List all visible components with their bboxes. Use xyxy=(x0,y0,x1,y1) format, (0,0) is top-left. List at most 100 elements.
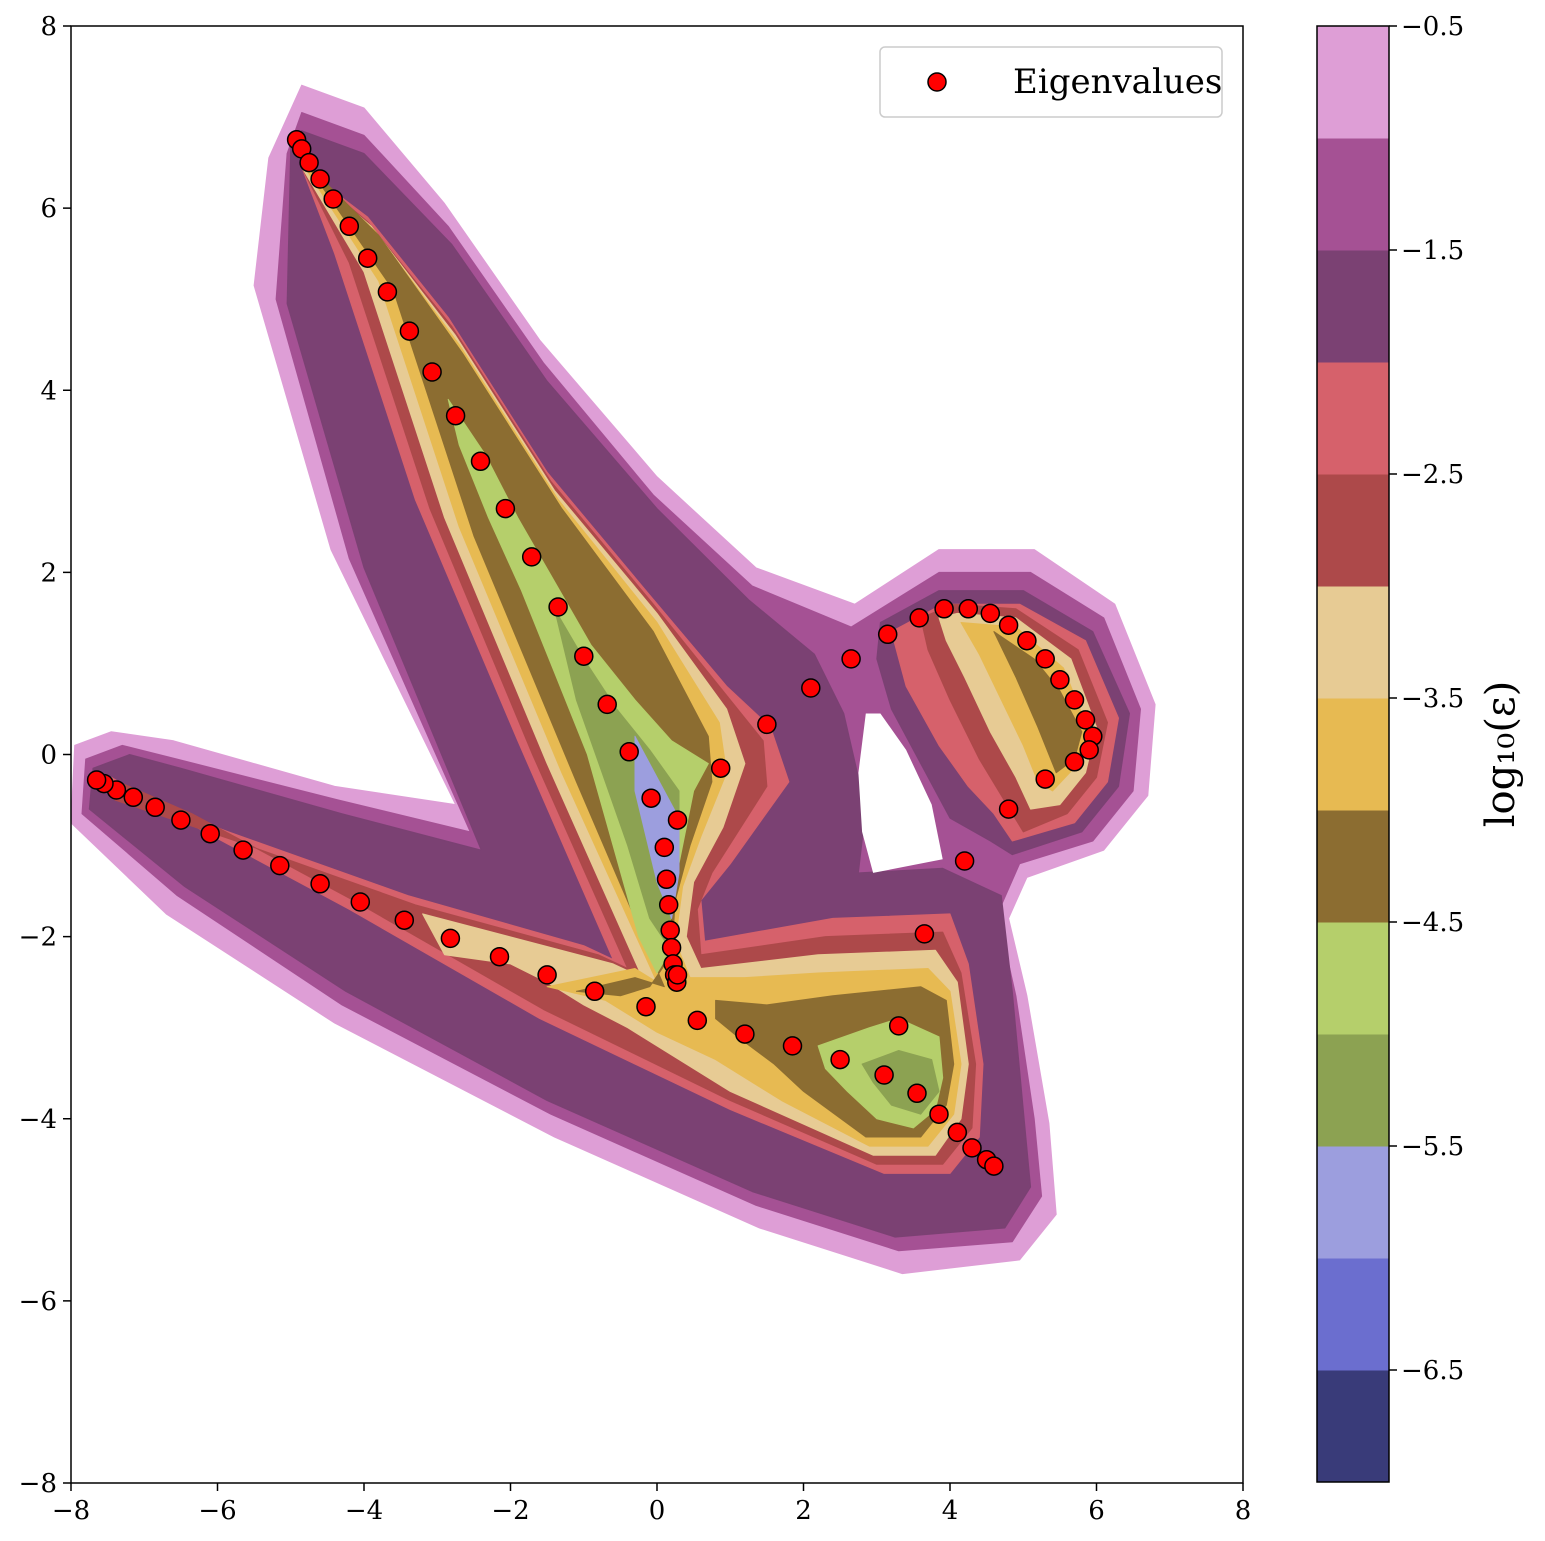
x-tick-label: −8 xyxy=(52,1496,90,1526)
eigenvalue-point xyxy=(1064,752,1085,772)
eigenvalue-point xyxy=(654,837,675,858)
eigenvalue-point xyxy=(962,1138,982,1158)
colorbar-tick-label: −2.5 xyxy=(1401,460,1464,490)
y-tick-label: 8 xyxy=(40,12,57,42)
eigenvalue-point xyxy=(86,770,107,790)
contour-bands xyxy=(71,84,1156,1275)
eigenvalue-markers xyxy=(86,130,1103,1176)
eigenvalue-point xyxy=(998,799,1019,819)
y-tick-label: −2 xyxy=(19,923,57,953)
x-tick-label: 8 xyxy=(1235,1496,1252,1526)
eigenvalue-point xyxy=(757,714,777,735)
y-tick-label: −8 xyxy=(19,1469,57,1499)
legend-frame xyxy=(879,46,1223,118)
eigenvalue-point xyxy=(619,742,639,762)
colorbar-label: log₁₀(ε) xyxy=(1478,681,1524,827)
colorbar-tick-label: −3.5 xyxy=(1401,684,1464,714)
colorbar-band xyxy=(1317,1146,1389,1259)
eigenvalue-point xyxy=(934,599,954,619)
x-tick-label: 4 xyxy=(942,1496,959,1526)
eigenvalue-point xyxy=(636,996,656,1017)
eigenvalue-point xyxy=(584,981,605,1002)
eigenvalue-point xyxy=(687,1010,708,1031)
colorbar-tick-label: −0.5 xyxy=(1401,12,1464,42)
x-tick-label: −6 xyxy=(198,1496,236,1526)
eigenvalue-point xyxy=(1017,630,1037,651)
colorbar-band xyxy=(1317,362,1389,475)
eigenvalue-point xyxy=(270,855,290,876)
eigenvalue-point xyxy=(830,1049,850,1070)
y-tick-label: 2 xyxy=(40,558,57,588)
eigenvalue-point xyxy=(667,965,688,985)
y-tick-label: 0 xyxy=(40,741,57,771)
eigenvalue-point xyxy=(947,1122,968,1143)
eigenvalue-point xyxy=(929,1104,949,1124)
contour-hole xyxy=(858,713,943,873)
y-axis: −8 −6 −4 −2 0 2 4 6 8 xyxy=(19,12,71,1499)
colorbar-band xyxy=(1317,586,1389,699)
colorbar-band xyxy=(1317,922,1389,1035)
eigenvalue-point xyxy=(914,924,935,944)
y-tick-label: −4 xyxy=(19,1105,57,1135)
colorbar-band xyxy=(1317,1370,1389,1483)
eigenvalue-point xyxy=(1035,769,1055,789)
eigenvalue-point xyxy=(377,282,398,302)
eigenvalue-point xyxy=(394,910,415,930)
colorbar: −0.5 −1.5 −2.5 −3.5 −4.5 −5.5 −6.5 xyxy=(1316,12,1464,1483)
eigenvalue-point xyxy=(123,787,144,808)
eigenvalue-point xyxy=(877,624,898,645)
eigenvalue-point xyxy=(660,920,680,941)
eigenvalue-point xyxy=(782,1036,803,1056)
x-tick-label: −2 xyxy=(491,1496,529,1526)
legend: Eigenvalues xyxy=(879,46,1223,118)
eigenvalue-point xyxy=(801,678,821,698)
colorbar-tick-label: −4.5 xyxy=(1401,908,1464,938)
colorbar-band xyxy=(1317,810,1389,923)
eigenvalue-point xyxy=(171,810,191,830)
eigenvalue-point xyxy=(200,823,220,844)
colorbar-band xyxy=(1317,138,1389,251)
eigenvalue-point xyxy=(1079,740,1099,760)
eigenvalue-point xyxy=(1064,690,1085,710)
colorbar-band xyxy=(1317,250,1389,363)
eigenvalue-point xyxy=(667,810,688,830)
eigenvalue-point xyxy=(339,216,360,237)
eigenvalue-point xyxy=(888,1016,909,1036)
eigenvalue-point xyxy=(233,840,253,860)
y-tick-label: 4 xyxy=(40,376,57,406)
colorbar-frame xyxy=(1316,25,1390,1483)
x-tick-label: −4 xyxy=(345,1496,383,1526)
eigenvalue-point xyxy=(323,189,343,209)
eigenvalue-point xyxy=(470,451,491,472)
eigenvalue-point xyxy=(1050,670,1070,690)
eigenvalue-point xyxy=(998,615,1019,635)
eigenvalue-point xyxy=(145,797,165,818)
eigenvalue-point xyxy=(597,694,617,715)
eigenvalue-point xyxy=(574,646,594,666)
eigenvalue-point xyxy=(980,603,1001,624)
y-tick-label: 6 xyxy=(40,194,57,224)
y-tick-label: −6 xyxy=(19,1287,57,1317)
eigenvalue-point xyxy=(658,895,679,915)
colorbar-tick-label: −1.5 xyxy=(1401,236,1464,266)
eigenvalue-point xyxy=(440,928,461,949)
colorbar-band xyxy=(1317,1258,1389,1371)
eigenvalue-point xyxy=(1075,710,1096,730)
eigenvalue-point xyxy=(357,248,378,268)
eigenvalue-point xyxy=(399,321,420,341)
eigenvalue-point xyxy=(661,937,682,958)
colorbar-band xyxy=(1317,474,1389,587)
eigenvalue-point xyxy=(422,362,442,382)
eigenvalue-point xyxy=(958,599,979,619)
colorbar-tick-label: −6.5 xyxy=(1401,1356,1464,1386)
eigenvalue-point xyxy=(656,869,677,890)
eigenvalue-point xyxy=(445,405,466,426)
eigenvalue-point xyxy=(735,1024,755,1044)
x-axis: −8 −6 −4 −2 0 2 4 6 8 xyxy=(52,1483,1251,1526)
eigenvalue-point xyxy=(841,649,861,669)
eigenvalue-point xyxy=(548,597,568,617)
eigenvalue-point xyxy=(537,965,557,985)
colorbar-band xyxy=(1317,26,1389,139)
eigenvalue-point xyxy=(909,608,929,628)
